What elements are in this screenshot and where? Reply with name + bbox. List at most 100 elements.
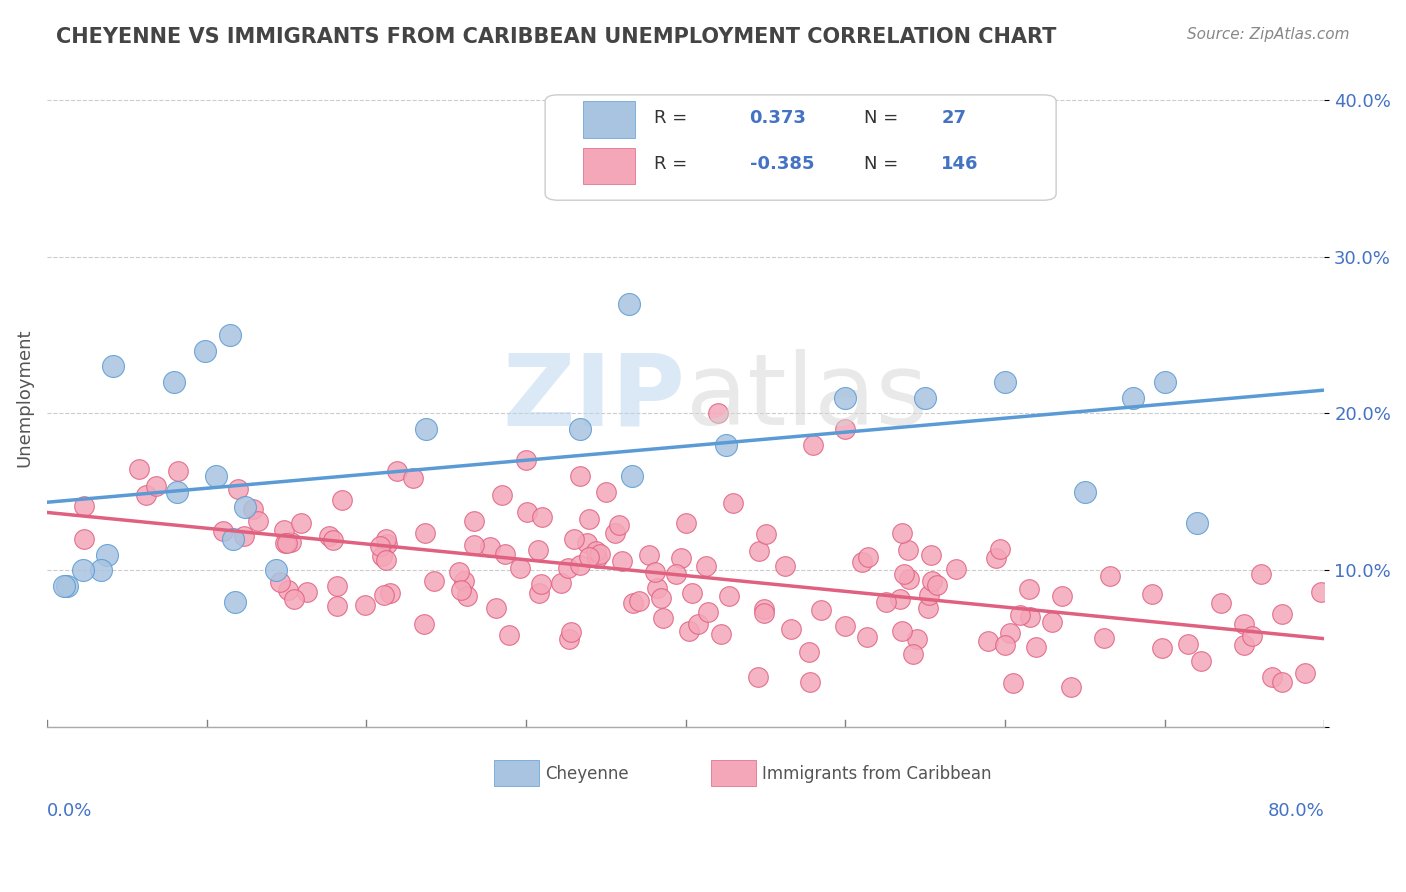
Point [450, 582, 472, 597]
Point [914, 391, 936, 405]
Point [222, 532, 245, 546]
Point [1001, 675, 1024, 690]
Point [277, 582, 299, 597]
Point [101, 359, 124, 374]
Point [368, 539, 391, 553]
Point [423, 574, 446, 588]
Point [145, 479, 167, 493]
Point [921, 574, 943, 588]
Point [322, 533, 344, 548]
Point [645, 581, 668, 595]
Y-axis label: Unemployment: Unemployment [15, 328, 32, 467]
Text: 146: 146 [941, 155, 979, 173]
Text: atlas: atlas [686, 350, 928, 446]
Point [374, 553, 396, 567]
Point [135, 488, 157, 502]
Point [560, 624, 582, 639]
Text: ZIP: ZIP [503, 350, 686, 446]
Point [479, 540, 502, 554]
Point [628, 594, 651, 608]
Point [797, 645, 820, 659]
Point [264, 563, 287, 577]
Point [56, 579, 79, 593]
Point [714, 438, 737, 452]
Point [276, 536, 298, 550]
Point [1074, 484, 1097, 499]
Point [247, 514, 270, 528]
Point [1309, 585, 1331, 599]
Point [897, 572, 920, 586]
Point [1018, 582, 1040, 597]
Point [205, 469, 228, 483]
Point [889, 591, 911, 606]
Point [530, 577, 553, 591]
Point [373, 588, 395, 602]
Point [415, 422, 437, 436]
Point [550, 575, 572, 590]
Point [1008, 607, 1031, 622]
Point [1152, 640, 1174, 655]
Point [903, 647, 925, 661]
Point [232, 529, 254, 543]
Point [917, 600, 939, 615]
Point [515, 453, 537, 467]
Text: 80.0%: 80.0% [1268, 802, 1324, 821]
Point [456, 589, 478, 603]
Point [212, 524, 235, 539]
Point [412, 616, 434, 631]
Point [780, 622, 803, 636]
Point [918, 588, 941, 602]
Point [998, 625, 1021, 640]
Point [318, 529, 340, 543]
Point [167, 464, 190, 478]
Point [283, 592, 305, 607]
Point [603, 525, 626, 540]
Point [1232, 638, 1254, 652]
Point [856, 550, 879, 565]
Point [193, 343, 215, 358]
Point [1060, 680, 1083, 694]
FancyBboxPatch shape [494, 760, 538, 786]
FancyBboxPatch shape [711, 760, 756, 786]
Point [233, 500, 256, 515]
Point [799, 674, 821, 689]
Point [273, 523, 295, 537]
Point [375, 532, 398, 546]
Point [1094, 632, 1116, 646]
Point [568, 558, 591, 573]
Point [810, 603, 832, 617]
Point [834, 422, 856, 436]
Point [984, 550, 1007, 565]
Point [73, 499, 96, 513]
Point [494, 547, 516, 561]
Point [449, 566, 471, 580]
Point [623, 596, 645, 610]
Point [242, 502, 264, 516]
Point [678, 624, 700, 638]
Point [834, 391, 856, 405]
Point [453, 574, 475, 589]
Point [1153, 375, 1175, 389]
Point [652, 610, 675, 624]
Text: N =: N = [865, 109, 898, 127]
Point [891, 624, 914, 639]
Point [578, 550, 600, 565]
Point [1177, 637, 1199, 651]
Point [1140, 587, 1163, 601]
Point [219, 328, 242, 343]
Point [1294, 666, 1316, 681]
Point [607, 518, 630, 533]
Point [1050, 590, 1073, 604]
Point [378, 586, 401, 600]
Point [226, 482, 249, 496]
Point [945, 562, 967, 576]
Point [325, 599, 347, 614]
Point [1233, 617, 1256, 632]
Point [52, 579, 75, 593]
Point [280, 535, 302, 549]
Text: N =: N = [865, 155, 898, 173]
Point [650, 591, 672, 606]
Point [485, 600, 508, 615]
Point [589, 547, 612, 561]
Point [977, 634, 1000, 648]
